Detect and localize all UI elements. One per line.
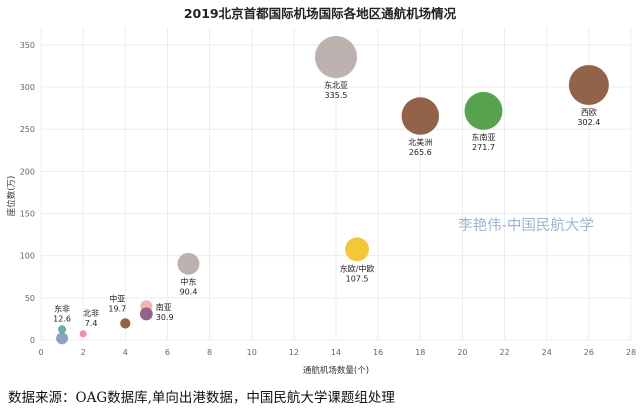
data-bubble [401, 97, 440, 135]
point-value-label: 90.4 [180, 288, 198, 297]
data-bubble [314, 36, 358, 79]
x-tick-label: 12 [289, 348, 299, 357]
point-value-label: 302.4 [577, 118, 600, 127]
x-tick-label: 2 [81, 348, 86, 357]
y-tick-label: 300 [20, 83, 35, 92]
point-category-label: 南亚 [156, 302, 172, 312]
point-value-label: 271.7 [472, 143, 495, 152]
x-tick-label: 6 [165, 348, 170, 357]
point-category-label: 东欧/中欧 [340, 263, 375, 273]
x-tick-label: 8 [207, 348, 212, 357]
x-tick-label: 0 [38, 348, 43, 357]
y-tick-label: 250 [20, 125, 35, 134]
x-tick-label: 10 [247, 348, 257, 357]
x-tick-label: 18 [415, 348, 425, 357]
data-bubble [177, 252, 200, 275]
extra-bubble [56, 332, 69, 345]
data-bubble [568, 65, 609, 106]
y-axis-title: 座位数(万) [6, 176, 17, 217]
point-value-label: 19.7 [108, 304, 126, 313]
x-tick-label: 20 [457, 348, 467, 357]
point-value-label: 12.6 [53, 314, 71, 323]
point-category-label: 北美洲 [408, 137, 432, 147]
x-tick-label: 14 [331, 348, 341, 357]
point-category-label: 中东 [181, 277, 197, 287]
point-value-label: 30.9 [156, 313, 174, 322]
x-tick-label: 4 [123, 348, 128, 357]
x-tick-label: 24 [542, 348, 552, 357]
source-note: 数据来源：OAG数据库,单向出港数据，中国民航大学课题组处理 [8, 390, 395, 406]
y-tick-label: 200 [20, 167, 35, 176]
point-category-label: 中亚 [109, 293, 125, 303]
x-tick-label: 28 [626, 348, 636, 357]
y-tick-label: 150 [20, 210, 35, 219]
chart-title: 2019北京首都国际机场国际各地区通航机场情况 [184, 6, 457, 21]
data-bubble [57, 325, 67, 334]
point-category-label: 东非 [54, 303, 70, 313]
x-tick-label: 22 [499, 348, 509, 357]
y-tick-label: 50 [25, 294, 35, 303]
data-bubble [120, 318, 131, 329]
point-category-label: 西欧 [581, 107, 597, 117]
point-category-label: 北非 [83, 308, 99, 318]
x-tick-label: 16 [373, 348, 383, 357]
point-value-label: 107.5 [346, 274, 369, 283]
x-axis-title: 通航机场数量(个) [303, 365, 369, 376]
watermark-text: 李艳伟-中国民航大学 [458, 217, 594, 234]
point-value-label: 265.6 [409, 148, 432, 157]
point-category-label: 东北亚 [324, 80, 348, 90]
point-value-label: 7.4 [85, 319, 98, 328]
data-bubble [464, 91, 503, 130]
point-value-label: 335.5 [325, 91, 348, 100]
y-tick-label: 350 [20, 41, 35, 50]
chart-container: 2019北京首都国际机场国际各地区通航机场情况 0 2 4 6 8 10 12 14 16 18 20… [6, 6, 636, 376]
x-tick-label: 26 [584, 348, 594, 357]
data-bubble [79, 330, 87, 338]
data-bubble [139, 307, 153, 321]
y-tick-label: 100 [20, 252, 35, 261]
data-bubble [345, 237, 369, 262]
y-tick-label: 0 [30, 336, 35, 345]
point-category-label: 东南亚 [472, 132, 496, 142]
